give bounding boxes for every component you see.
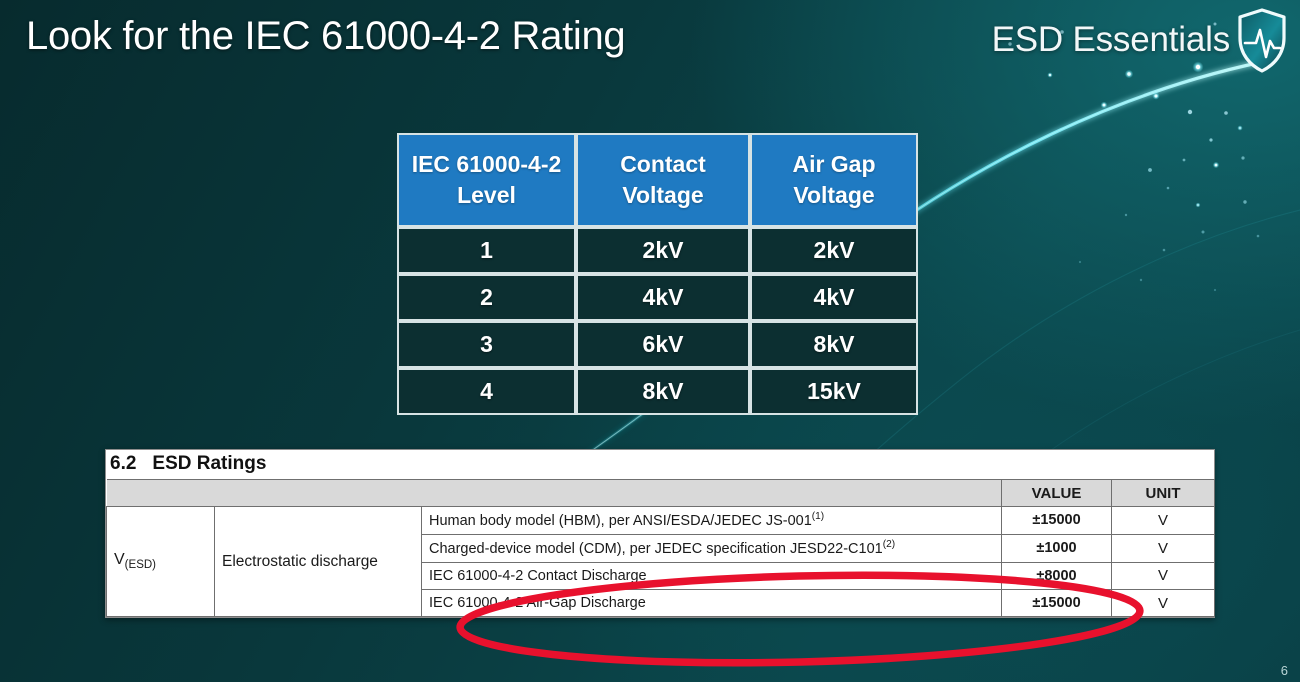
cell-unit: V xyxy=(1111,506,1216,535)
section-number: 6.2 xyxy=(110,453,137,474)
column-header-air-gap-voltage: Air Gap Voltage xyxy=(750,133,918,227)
cell-symbol: V(ESD) xyxy=(106,505,215,618)
cell-airgap: 8kV xyxy=(750,321,918,368)
brand-label: ESD Essentials xyxy=(991,20,1231,59)
datasheet-section-heading: 6.2 ESD Ratings xyxy=(106,450,1214,479)
cell-description: IEC 61000-4-2 Contact Discharge xyxy=(420,561,1003,591)
column-header-unit: UNIT xyxy=(1111,479,1216,507)
cell-contact: 6kV xyxy=(576,321,750,368)
cell-level: 3 xyxy=(397,321,576,368)
table-row: 3 6kV 8kV xyxy=(397,321,918,368)
cell-level: 1 xyxy=(397,227,576,274)
table-row: V(ESD) Electrostatic discharge Human bod… xyxy=(106,505,1216,618)
cell-value: ±15000 xyxy=(1001,589,1113,618)
header-line-2: Voltage xyxy=(793,182,875,208)
column-header-level: IEC 61000-4-2 Level xyxy=(397,133,576,227)
datasheet-header-row: VALUE UNIT xyxy=(106,479,1216,507)
cell-airgap: 4kV xyxy=(750,274,918,321)
symbol-base: V xyxy=(114,551,125,569)
cell-contact: 8kV xyxy=(576,368,750,415)
cell-contact: 4kV xyxy=(576,274,750,321)
column-header-blank xyxy=(106,479,1003,507)
cell-airgap: 15kV xyxy=(750,368,918,415)
page-title: Look for the IEC 61000-4-2 Rating xyxy=(26,14,626,58)
table-header-row: IEC 61000-4-2 Level Contact Voltage Air … xyxy=(397,133,918,227)
description-text: Human body model (HBM), per ANSI/ESDA/JE… xyxy=(429,512,812,529)
cell-unit: V xyxy=(1111,533,1216,563)
header-line-2: Level xyxy=(457,182,516,208)
header-line-1: Contact xyxy=(620,150,706,177)
symbol-subscript: (ESD) xyxy=(124,559,157,572)
cell-parameter: Electrostatic discharge xyxy=(214,505,422,618)
cell-value: ±8000 xyxy=(1001,561,1113,591)
shield-pulse-icon xyxy=(1238,8,1286,73)
cell-value: ±15000 xyxy=(1001,506,1113,535)
datasheet-table: VALUE UNIT V(ESD) Electrostatic discharg… xyxy=(106,479,1216,618)
iec-level-table: IEC 61000-4-2 Level Contact Voltage Air … xyxy=(397,133,918,415)
section-title: ESD Ratings xyxy=(152,453,267,474)
cell-contact: 2kV xyxy=(576,227,750,274)
footnote-marker: (1) xyxy=(811,511,825,522)
page-number: 6 xyxy=(1280,663,1288,678)
cell-level: 4 xyxy=(397,368,576,415)
table-row: 4 8kV 15kV xyxy=(397,368,918,415)
cell-unit: V xyxy=(1111,561,1216,591)
column-header-contact-voltage: Contact Voltage xyxy=(576,133,750,227)
cell-description: Charged-device model (CDM), per JEDEC sp… xyxy=(420,533,1003,563)
table-row: 1 2kV 2kV xyxy=(397,227,918,274)
description-text: Charged-device model (CDM), per JEDEC sp… xyxy=(429,540,883,557)
footnote-marker: (2) xyxy=(882,538,896,550)
header-line-1: Air Gap xyxy=(792,150,876,177)
header-line-2: Voltage xyxy=(622,182,704,208)
brand: ESD Essentials xyxy=(992,6,1288,74)
cell-description: IEC 61000-4-2 Air-Gap Discharge xyxy=(420,589,1003,618)
cell-airgap: 2kV xyxy=(750,227,918,274)
column-header-value: VALUE xyxy=(1001,479,1113,507)
cell-unit: V xyxy=(1111,589,1216,618)
cell-level: 2 xyxy=(397,274,576,321)
table-row: 2 4kV 4kV xyxy=(397,274,918,321)
datasheet-esd-ratings: 6.2 ESD Ratings VALUE UNIT V(ESD) Electro… xyxy=(105,449,1216,619)
cell-description: Human body model (HBM), per ANSI/ESDA/JE… xyxy=(420,506,1003,535)
cell-value: ±1000 xyxy=(1001,533,1113,563)
header-line-1: IEC 61000-4-2 xyxy=(411,150,562,177)
table-row: Charged-device model (CDM), per JEDEC sp… xyxy=(107,533,1216,563)
